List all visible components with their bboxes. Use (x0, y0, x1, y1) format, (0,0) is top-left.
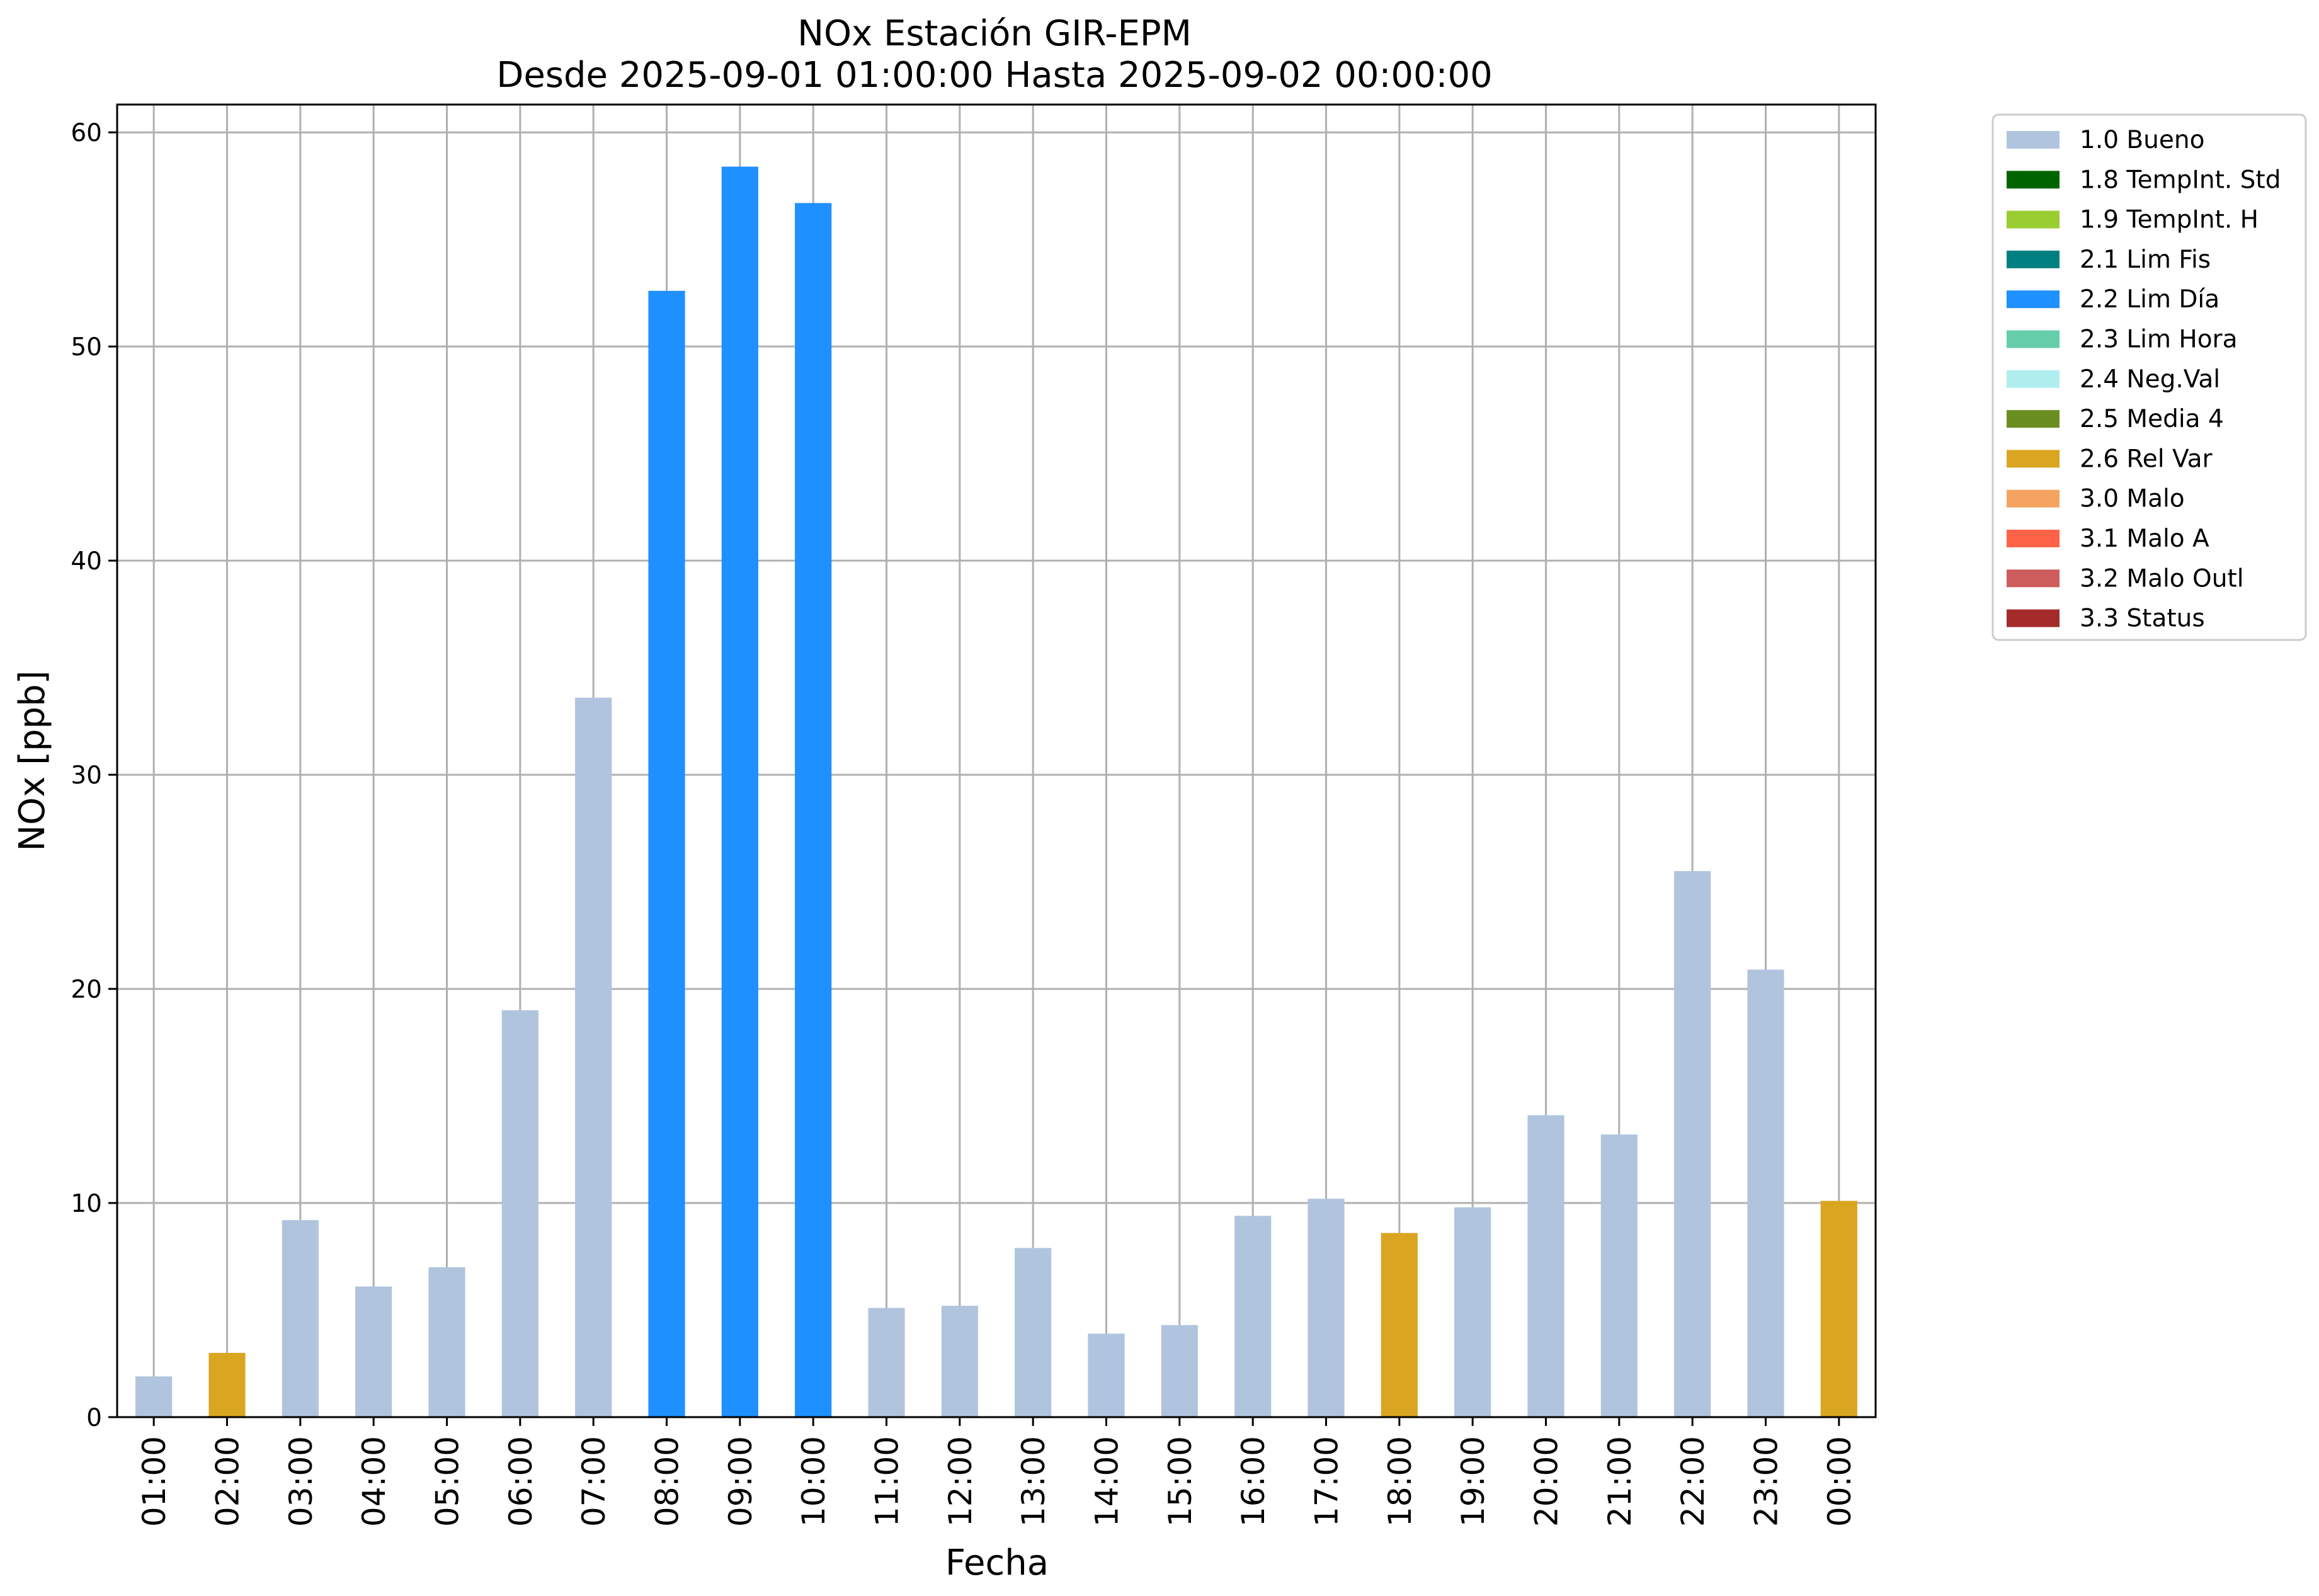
y-tick-label: 20 (71, 976, 102, 1004)
plot-frame (116, 103, 1877, 1418)
legend-frame (1991, 113, 2307, 641)
legend-label: 2.1 Lim Fis (2080, 246, 2211, 274)
legend-label: 3.2 Malo Outl (2080, 564, 2244, 593)
bar-17:00 (1308, 1199, 1345, 1417)
bar-06:00 (501, 1010, 538, 1417)
x-tick-label: 18:00 (1382, 1436, 1418, 1527)
legend-swatch (2007, 530, 2060, 547)
legend-swatch (2007, 370, 2060, 388)
x-tick-label: 12:00 (942, 1436, 979, 1527)
bar-22:00 (1674, 871, 1711, 1417)
x-tick-label: 22:00 (1675, 1436, 1711, 1527)
x-tick-label: 19:00 (1455, 1436, 1491, 1527)
bar-01:00 (135, 1376, 173, 1417)
legend-swatch (2007, 489, 2060, 508)
legend-swatch (2007, 410, 2060, 428)
x-tick-label: 17:00 (1309, 1436, 1345, 1527)
legend-swatch (2007, 250, 2060, 268)
bar-series (135, 166, 1857, 1417)
legend-swatch (2007, 210, 2060, 229)
x-tick-label: 21:00 (1602, 1436, 1638, 1527)
bar-08:00 (648, 290, 685, 1417)
x-tick-label: 11:00 (869, 1436, 906, 1527)
bar-23:00 (1747, 969, 1784, 1417)
legend-label: 1.8 TempInt. Std (2080, 166, 2281, 194)
bar-18:00 (1381, 1233, 1418, 1417)
bar-05:00 (428, 1267, 465, 1417)
x-tick-label: 23:00 (1748, 1436, 1785, 1527)
bar-19:00 (1454, 1207, 1491, 1417)
bar-09:00 (721, 166, 758, 1417)
bar-00:00 (1820, 1200, 1857, 1417)
x-tick-label: 01:00 (136, 1436, 173, 1527)
legend-swatch (2007, 171, 2060, 189)
y-tick-label: 30 (71, 761, 102, 790)
x-tick-label: 16:00 (1235, 1436, 1272, 1527)
x-axis-label: Fecha (945, 1542, 1049, 1583)
legend-label: 1.9 TempInt. H (2080, 206, 2259, 234)
legend-swatch (2007, 290, 2060, 309)
bar-04:00 (355, 1286, 392, 1417)
bar-20:00 (1527, 1115, 1564, 1417)
x-tick-label: 05:00 (430, 1436, 466, 1527)
x-tick-label: 08:00 (649, 1436, 686, 1527)
bar-03:00 (282, 1220, 319, 1417)
legend-label: 2.6 Rel Var (2080, 445, 2213, 473)
x-tick-label: 10:00 (795, 1436, 832, 1527)
legend-label: 3.3 Status (2080, 605, 2205, 633)
chart-title: NOx Estación GIR-EPM (797, 13, 1192, 54)
bar-21:00 (1600, 1134, 1638, 1417)
x-tick-label: 02:00 (210, 1436, 246, 1527)
y-tick-label: 10 (71, 1190, 102, 1218)
legend-label: 1.0 Bueno (2080, 126, 2204, 154)
bar-07:00 (575, 697, 612, 1417)
x-tick-label: 13:00 (1015, 1436, 1052, 1527)
legend-swatch (2007, 330, 2060, 348)
bar-02:00 (208, 1353, 246, 1417)
bar-10:00 (795, 203, 832, 1417)
legend-label: 3.1 Malo A (2080, 525, 2209, 553)
y-tick-label: 0 (86, 1404, 102, 1432)
x-tick-label: 06:00 (503, 1436, 539, 1527)
bar-16:00 (1234, 1216, 1272, 1417)
y-axis-label: NOx [ppb] (12, 670, 53, 851)
y-tick-label: 40 (71, 547, 102, 576)
x-tick-label: 07:00 (576, 1436, 612, 1527)
legend-label: 3.0 Malo (2080, 485, 2185, 513)
bar-11:00 (868, 1308, 905, 1417)
legend: 1.0 Bueno 1.8 TempInt. Std 1.9 TempInt. H 2… (1991, 113, 2307, 641)
x-tick-label: 15:00 (1162, 1436, 1199, 1527)
y-tick-label: 60 (71, 119, 102, 147)
legend-swatch (2007, 569, 2060, 588)
legend-swatch (2007, 131, 2060, 149)
x-tick-label: 03:00 (283, 1436, 319, 1527)
bar-12:00 (941, 1306, 978, 1417)
x-tick-label: 20:00 (1529, 1436, 1565, 1527)
bar-13:00 (1015, 1248, 1052, 1417)
x-tick-label: 00:00 (1821, 1436, 1858, 1527)
legend-label: 2.5 Media 4 (2080, 405, 2224, 433)
legend-label: 2.3 Lim Hora (2080, 326, 2238, 354)
legend-label: 2.2 Lim Día (2080, 285, 2219, 314)
chart-subtitle: Desde 2025-09-01 01:00:00 Hasta 2025-09-… (496, 55, 1493, 96)
x-axis-ticks: 01:00 02:00 03:00 04:00 05:00 06:00 07:00 08:00… (136, 1417, 1858, 1527)
x-tick-label: 14:00 (1089, 1436, 1125, 1527)
legend-swatch (2007, 450, 2060, 468)
legend-swatch (2007, 609, 2060, 627)
bar-15:00 (1161, 1325, 1198, 1417)
legend-label: 2.4 Neg.Val (2080, 365, 2220, 394)
x-tick-label: 04:00 (356, 1436, 392, 1527)
y-axis-ticks: 0 10 20 30 40 50 60 (71, 119, 117, 1432)
bar-14:00 (1088, 1333, 1125, 1417)
y-tick-label: 50 (71, 333, 102, 362)
x-tick-label: 09:00 (722, 1436, 759, 1527)
